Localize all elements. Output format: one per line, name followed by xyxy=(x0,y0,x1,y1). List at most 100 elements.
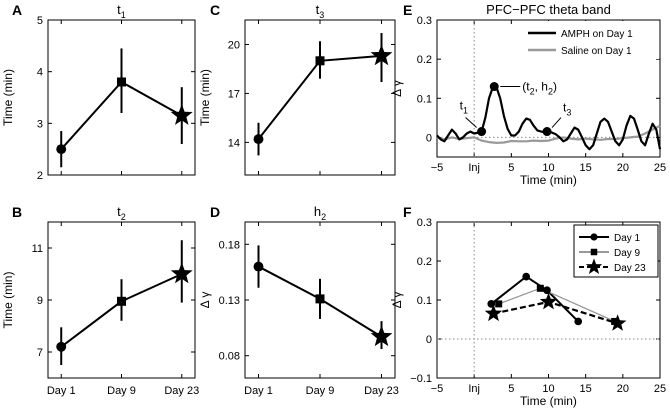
y-axis-label: Time (min) xyxy=(1,272,15,329)
legend: Day 1 Day 9 Day 23 xyxy=(573,224,659,278)
data-point-star xyxy=(484,304,503,322)
annotation-sub: 1 xyxy=(463,106,468,116)
legend-label: Day 9 xyxy=(614,248,641,259)
annotation-text: t xyxy=(460,99,464,113)
data-point-circle xyxy=(56,144,67,155)
y-tick-label: 0 xyxy=(426,334,432,346)
annotation-text: t xyxy=(563,101,567,115)
annotation-arrow xyxy=(551,117,562,128)
x-tick-label: Day 9 xyxy=(107,385,136,397)
x-tick-label: −5 xyxy=(431,162,444,174)
y-tick-label: 0.3 xyxy=(417,217,432,229)
chart-title: t2 xyxy=(117,204,126,222)
title-text: t xyxy=(117,2,121,17)
y-tick-label: 0.1 xyxy=(417,295,432,307)
y-tick-label: 17 xyxy=(228,88,240,100)
chart-title: t3 xyxy=(316,2,325,20)
x-tick-label: 15 xyxy=(580,383,592,395)
annotation-text: ) xyxy=(553,80,557,94)
annotation-sub: 2 xyxy=(530,87,535,97)
y-axis-label: Δ γ xyxy=(390,292,404,309)
annotation-label: t1 xyxy=(460,99,468,116)
legend-label: Day 23 xyxy=(614,263,646,274)
series-line xyxy=(493,300,618,325)
data-point-square xyxy=(117,296,126,306)
y-tick-label: 4 xyxy=(37,67,43,79)
x-tick-label: Inj xyxy=(468,162,480,174)
x-tick-label: Day 23 xyxy=(364,385,399,397)
panel-letter: D xyxy=(210,204,220,220)
y-tick-label: 0.13 xyxy=(219,295,240,307)
annotation-point xyxy=(477,127,487,137)
panel-letter: F xyxy=(403,204,412,220)
y-tick-label: 0.3 xyxy=(417,15,432,27)
legend-label: AMPH on Day 1 xyxy=(561,29,633,40)
annotation-text: (t xyxy=(522,80,530,94)
y-tick-label: 3 xyxy=(37,118,43,130)
data-point-circle xyxy=(522,272,531,281)
data-point-circle xyxy=(56,341,67,352)
y-tick-label: 0.2 xyxy=(417,54,432,66)
data-point-circle xyxy=(543,286,551,295)
legend-label: Day 1 xyxy=(614,233,641,244)
legend-marker-square xyxy=(590,248,598,256)
annotation-arrow xyxy=(465,117,477,128)
data-point-star xyxy=(370,325,393,347)
data-point-square xyxy=(495,300,503,308)
data-point-star xyxy=(539,292,558,310)
x-tick-label: 5 xyxy=(508,383,514,395)
x-tick-label: 15 xyxy=(580,162,592,174)
title-subscript: 1 xyxy=(121,10,126,20)
title-subscript: 3 xyxy=(319,10,324,20)
data-point-circle xyxy=(253,134,264,145)
annotation-text: , h xyxy=(535,80,548,94)
title-text: h xyxy=(314,204,321,219)
data-point-circle xyxy=(253,261,264,272)
data-point-star xyxy=(370,44,393,66)
title-subscript: 2 xyxy=(321,212,326,222)
y-tick-label: 0.1 xyxy=(417,93,432,105)
annotation-label: t3 xyxy=(563,101,571,118)
x-tick-label: 25 xyxy=(654,383,666,395)
panel-f: F −0.1 0 0.1 0.2 0.3 −5 Inj 5 10 15 20 25 Δ γ Time (mi… xyxy=(390,204,666,408)
y-tick-label: 0.18 xyxy=(219,239,240,251)
data-point-square xyxy=(315,56,325,66)
annotation-sub: 3 xyxy=(566,108,571,118)
x-tick-label: 10 xyxy=(542,383,554,395)
data-point-square xyxy=(315,294,325,304)
title-text: t xyxy=(316,2,320,17)
chart-title: PFC−PFC theta band xyxy=(486,2,611,17)
y-tick-label: 9 xyxy=(37,295,43,307)
x-tick-label: 25 xyxy=(654,162,666,174)
x-tick-label: −5 xyxy=(431,383,444,395)
legend-marker-star xyxy=(585,258,603,274)
y-axis-label: Time (min) xyxy=(1,69,15,126)
legend-marker-circle xyxy=(590,233,598,241)
panel-letter: C xyxy=(210,2,220,18)
x-tick-label: 10 xyxy=(542,162,554,174)
data-point-star xyxy=(170,104,193,125)
x-axis-label: Time (min) xyxy=(520,394,577,408)
chart-title: h2 xyxy=(314,204,326,222)
x-tick-label: Day 1 xyxy=(47,385,76,397)
data-point-circle xyxy=(574,317,583,326)
x-axis-label: Time (min) xyxy=(520,173,577,187)
data-point-square xyxy=(536,284,544,292)
panel-letter: E xyxy=(403,2,412,18)
title-text: t xyxy=(117,204,121,219)
annotation-sub: 2 xyxy=(548,87,553,97)
y-axis-label: Time (min) xyxy=(198,69,212,126)
x-tick-label: 20 xyxy=(617,162,629,174)
x-tick-label: 20 xyxy=(617,383,629,395)
title-subscript: 2 xyxy=(121,212,126,222)
x-tick-label: Day 1 xyxy=(244,385,273,397)
series-line xyxy=(490,275,579,323)
panel-letter: A xyxy=(12,2,22,18)
annotation-point xyxy=(489,82,499,92)
legend: AMPH on Day 1 Saline on Day 1 xyxy=(523,21,659,59)
data-point-star xyxy=(608,314,627,331)
